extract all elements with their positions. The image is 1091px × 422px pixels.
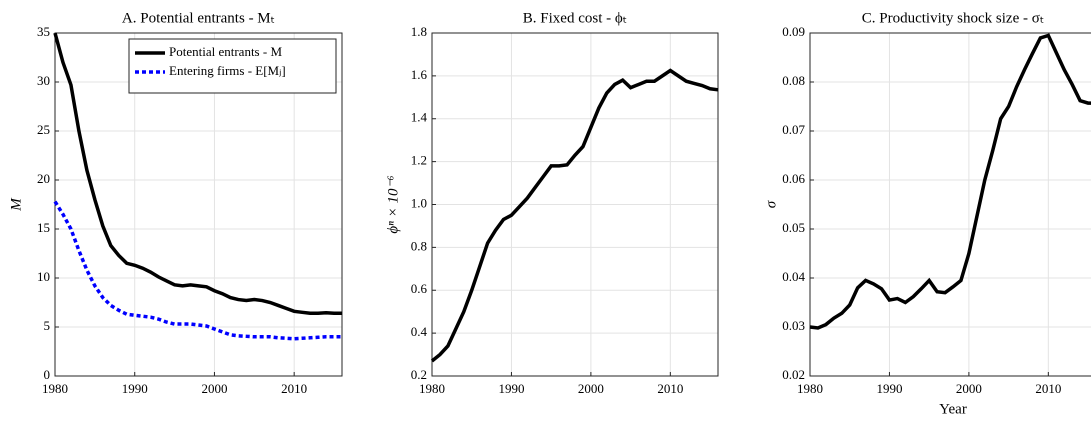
panel: 0 5 10 15 20 25 30 35 1980 1990 2000 2010 A. Potenti… [8, 10, 343, 396]
panel: 0.02 0.03 0.04 0.05 0.06 0.07 0.08 0.09 1980 1990… [763, 10, 1091, 417]
legend-label: Entering firms - E[Mⱼ] [169, 63, 286, 78]
y-tick-label: 0.06 [782, 171, 805, 186]
x-tick-label: 2010 [281, 381, 307, 396]
y-tick-label: 5 [44, 318, 51, 333]
chart-title: C. Productivity shock size - σₜ [862, 10, 1045, 26]
y-tick-label: 0.04 [782, 269, 805, 284]
y-tick-label: 0.03 [782, 318, 805, 333]
y-tick-label: 35 [37, 24, 50, 39]
y-tick-label: 1.0 [411, 195, 427, 210]
legend: Potential entrants - M Entering firms - E… [128, 38, 337, 94]
panel: 0.2 0.4 0.6 0.8 1.0 1.2 1.4 1.6 1.8 1980 1990 2000 2… [385, 10, 719, 396]
chart-title: B. Fixed cost - ϕₜ [523, 10, 627, 26]
x-tick-label: 2010 [657, 381, 683, 396]
y-tick-label: 1.4 [411, 110, 428, 125]
y-tick-label: 0.2 [411, 367, 427, 382]
y-tick-label: 1.2 [411, 153, 427, 168]
y-tick-label: 25 [37, 122, 50, 137]
y-tick-label: 0.6 [411, 281, 428, 296]
y-tick-label: 15 [37, 220, 50, 235]
x-tick-label: 1980 [797, 381, 823, 396]
x-tick-label: 2000 [956, 381, 982, 396]
x-tick-label: 1980 [42, 381, 68, 396]
y-tick-label: 0.02 [782, 367, 805, 382]
y-tick-label: 0.05 [782, 220, 805, 235]
y-tick-label: 20 [37, 171, 50, 186]
y-tick-label: 0.09 [782, 24, 805, 39]
y-tick-label: 0 [44, 367, 51, 382]
series-line [809, 33, 1091, 330]
x-tick-label: 1990 [498, 381, 524, 396]
y-tick-label: 0.07 [782, 122, 805, 137]
y-tick-label: 0.08 [782, 73, 805, 88]
y-axis-label: M [8, 197, 24, 212]
y-axis-label: σ [763, 200, 779, 208]
x-tick-label: 1980 [419, 381, 445, 396]
legend-box [128, 38, 337, 94]
series-line [53, 200, 342, 341]
plot-frame [431, 32, 719, 377]
y-axis-label: ϕⁿ × 10⁻⁶ [385, 175, 401, 233]
x-tick-label: 2000 [201, 381, 227, 396]
x-axis-label: Year [939, 401, 967, 417]
y-tick-label: 30 [37, 73, 50, 88]
series-line [430, 68, 719, 363]
chart-title: A. Potential entrants - Mₜ [122, 10, 275, 26]
y-tick-label: 10 [37, 269, 50, 284]
x-tick-label: 2010 [1035, 381, 1061, 396]
y-tick-label: 1.6 [411, 67, 428, 82]
y-tick-label: 0.4 [411, 324, 428, 339]
x-tick-label: 1990 [122, 381, 148, 396]
y-tick-label: 0.8 [411, 238, 427, 253]
x-tick-label: 2000 [578, 381, 604, 396]
y-tick-label: 1.8 [411, 24, 427, 39]
plot-frame [809, 32, 1091, 377]
legend-label: Potential entrants - M [169, 44, 282, 59]
x-tick-label: 1990 [876, 381, 902, 396]
series-line [53, 32, 342, 316]
